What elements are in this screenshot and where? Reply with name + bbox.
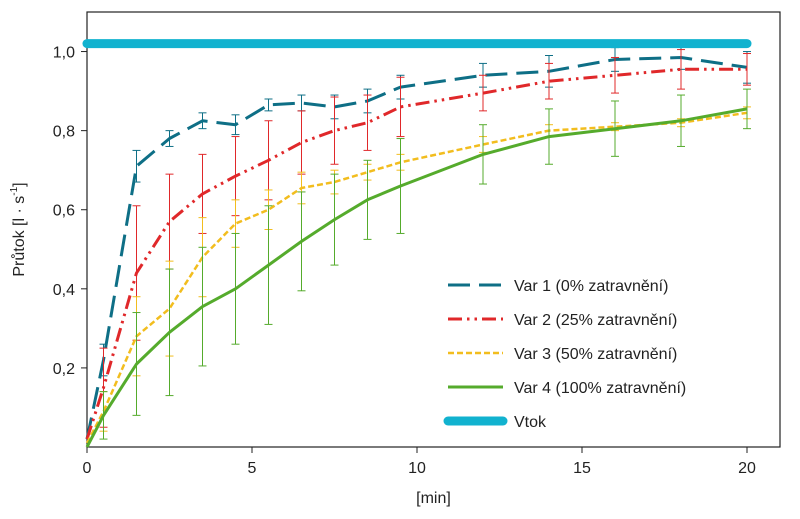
series-line <box>85 111 748 444</box>
y-axis-title: Průtok [l · s-1] <box>9 182 28 276</box>
plot-area <box>86 11 781 448</box>
x-tick-label: 5 <box>248 460 257 477</box>
y-tick-label: 0,6 <box>53 203 75 220</box>
x-tick-label: 15 <box>573 460 591 477</box>
series-line <box>85 107 748 448</box>
legend-label: Var 2 (25% zatravnění) <box>514 312 677 329</box>
chart-marks <box>82 39 752 448</box>
plot-frame <box>86 11 781 448</box>
y-tick-label: 0,8 <box>53 124 75 141</box>
y-axis-title-exponent: -1 <box>9 186 20 195</box>
y-axis-title-close: ] <box>11 182 28 186</box>
y-tick-label: 0,4 <box>53 282 75 299</box>
y-tick-label: 0,2 <box>53 361 75 378</box>
x-tick-label: 10 <box>408 460 426 477</box>
y-axis-title-main: Průtok [l · s <box>10 196 28 277</box>
legend-label: Var 4 (100% zatravnění) <box>514 380 686 397</box>
chart-legend: Var 1 (0% zatravnění) Var 2 (25% zatravně… <box>443 278 686 431</box>
axis-ticks: 0 5 10 15 20 0,2 0,4 0,6 0,8 1,0 <box>53 45 756 477</box>
x-tick-label: 20 <box>738 460 756 477</box>
legend-label: Var 1 (0% zatravnění) <box>514 278 668 295</box>
y-tick-label: 1,0 <box>53 45 75 62</box>
series-4 <box>85 88 751 448</box>
legend-label: Vtok <box>514 414 547 431</box>
x-tick-label: 0 <box>83 460 92 477</box>
series-line <box>85 56 748 440</box>
x-axis-title: [min] <box>416 490 451 507</box>
legend-label: Var 3 (50% zatravnění) <box>514 346 677 363</box>
